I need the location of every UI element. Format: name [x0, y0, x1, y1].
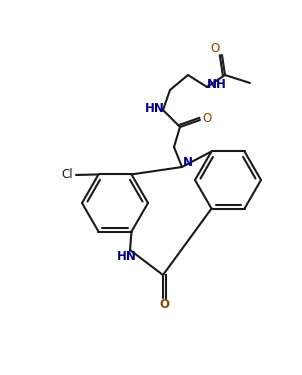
- Text: Cl: Cl: [61, 168, 73, 182]
- Text: NH: NH: [207, 78, 227, 92]
- Text: O: O: [159, 298, 169, 312]
- Text: O: O: [210, 42, 220, 56]
- Text: O: O: [202, 112, 212, 126]
- Text: HN: HN: [117, 251, 137, 264]
- Text: HN: HN: [145, 102, 165, 114]
- Text: N: N: [183, 156, 193, 170]
